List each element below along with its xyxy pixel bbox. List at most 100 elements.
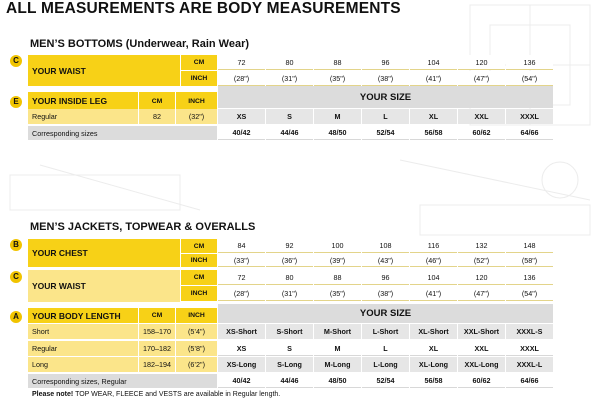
jackets-chest-inch-4: (46") [410,254,457,267]
jackets-chest-cm-4: 116 [410,239,457,253]
page-title: ALL MEASUREMENTS ARE BODY MEASUREMENTS [6,0,401,17]
jackets-length-row-2-size-3: L-Long [362,357,409,372]
jackets-chest-inch-2: (39") [314,254,361,267]
bottoms-waist-label: YOUR WAIST [28,55,180,86]
bottoms-size-2: M [314,109,361,124]
jackets-length-row-0-size-2: M-Short [314,324,361,339]
jackets-waist-inch-2: (35") [314,286,361,301]
bottoms-waist-inch-1: (31") [266,71,313,86]
jackets-length-row-0-size-3: L-Short [362,324,409,339]
jackets-length-row-1-size-5: XXL [458,341,505,356]
jackets-corresponding-label: Corresponding sizes, Regular [28,374,217,388]
bottoms-regular-cm: 82 [139,109,175,124]
bottoms-waist-inch-3: (38") [362,71,409,86]
jackets-chest-inch-3: (43") [362,254,409,267]
jackets-length-row-2-size-5: XXL-Long [458,357,505,372]
bottoms-waist-cm-2: 88 [314,55,361,70]
jackets-waist-label: YOUR WAIST [28,270,180,302]
bottoms-corresponding-4: 56/58 [410,126,457,140]
bottoms-corresponding-3: 52/54 [362,126,409,140]
jackets-waist-inch-6: (54") [506,286,553,301]
jackets-waist-inch-3: (38") [362,286,409,301]
jackets-section-title: MEN’S JACKETS, TOPWEAR & OVERALLS [30,221,256,233]
bottoms-inside-leg-inch-unit: INCH [176,92,217,110]
bottoms-corresponding-6: 64/66 [506,126,553,140]
jackets-chest-cm-1: 92 [266,239,313,253]
bottoms-waist-badge: C [10,55,22,67]
jackets-length-row-2-size-6: XXXL-L [506,357,553,372]
jackets-waist-cm-2: 88 [314,270,361,285]
bottoms-size-0: XS [218,109,265,124]
jackets-chest-cm-2: 100 [314,239,361,253]
jackets-body-length-inch-unit: INCH [176,308,217,323]
bottoms-waist-inch-0: (28") [218,71,265,86]
jackets-length-row-1-size-3: L [362,341,409,356]
jackets-length-row-0-size-1: S-Short [266,324,313,339]
bottoms-size-3: L [362,109,409,124]
bottoms-waist-cm-unit: CM [181,55,217,70]
jackets-waist-cm-1: 80 [266,270,313,285]
jackets-chest-inch-unit: INCH [181,254,217,267]
bottoms-waist-inch-unit: INCH [181,71,217,86]
jackets-length-row-2-size-1: S-Long [266,357,313,372]
bottoms-your-size-header: YOUR SIZE [218,86,553,108]
jackets-chest-cm-0: 84 [218,239,265,253]
jackets-your-size-header: YOUR SIZE [218,304,553,323]
jackets-corresponding-0: 40/42 [218,374,265,388]
jackets-waist-cm-unit: CM [181,270,217,285]
bottoms-size-6: XXXL [506,109,553,124]
jackets-length-row-2-size-2: M-Long [314,357,361,372]
bottoms-waist-cm-3: 96 [362,55,409,70]
jackets-length-row-1-size-2: M [314,341,361,356]
jackets-chest-label: YOUR CHEST [28,239,180,267]
jackets-length-row-0-cm: 158–170 [139,324,175,339]
jackets-chest-cm-3: 108 [362,239,409,253]
jackets-chest-inch-0: (33") [218,254,265,267]
jackets-length-row-1-label: Regular [28,341,138,356]
bottoms-size-5: XXL [458,109,505,124]
jackets-length-row-0-size-0: XS-Short [218,324,265,339]
bottoms-inside-leg-label: YOUR INSIDE LEG [28,92,138,110]
bottoms-waist-cm-6: 136 [506,55,553,70]
jackets-length-row-0-size-6: XXXL-S [506,324,553,339]
jackets-length-row-1-cm: 170–182 [139,341,175,356]
jackets-chest-badge: B [10,239,22,251]
jackets-length-row-2-inch: (6’2") [176,357,217,372]
footnote-prefix: Please note! [32,391,74,398]
bottoms-waist-cm-4: 104 [410,55,457,70]
jackets-length-row-2-size-0: XS-Long [218,357,265,372]
jackets-chest-cm-6: 148 [506,239,553,253]
jackets-waist-cm-3: 96 [362,270,409,285]
jackets-corresponding-4: 56/58 [410,374,457,388]
jackets-length-row-0-inch: (5’4") [176,324,217,339]
jackets-length-row-1-size-4: XL [410,341,457,356]
jackets-waist-cm-4: 104 [410,270,457,285]
bottoms-regular-inch: (32") [176,109,217,124]
jackets-chest-cm-5: 132 [458,239,505,253]
bottoms-waist-cm-1: 80 [266,55,313,70]
jackets-length-row-1-size-1: S [266,341,313,356]
jackets-chest-cm-unit: CM [181,239,217,253]
jackets-chest-inch-5: (52") [458,254,505,267]
bottoms-corresponding-label: Corresponding sizes [28,126,217,140]
jackets-length-row-1-inch: (5’8") [176,341,217,356]
jackets-corresponding-5: 60/62 [458,374,505,388]
bottoms-waist-inch-2: (35") [314,71,361,86]
bottoms-inside-leg-badge: E [10,96,22,108]
jackets-length-row-1-size-0: XS [218,341,265,356]
jackets-waist-inch-1: (31") [266,286,313,301]
bottoms-corresponding-0: 40/42 [218,126,265,140]
jackets-corresponding-2: 48/50 [314,374,361,388]
bottoms-corresponding-2: 48/50 [314,126,361,140]
jackets-chest-inch-6: (58") [506,254,553,267]
bottoms-section-title: MEN’S BOTTOMS (Underwear, Rain Wear) [30,38,250,50]
jackets-length-row-2-size-4: XL-Long [410,357,457,372]
bottoms-size-1: S [266,109,313,124]
jackets-body-length-label: YOUR BODY LENGTH [28,308,138,323]
footnote: Please note! TOP WEAR, FLEECE and VESTS … [32,391,280,398]
jackets-waist-inch-5: (47") [458,286,505,301]
bottoms-corresponding-1: 44/46 [266,126,313,140]
jackets-waist-inch-unit: INCH [181,286,217,301]
jackets-waist-cm-0: 72 [218,270,265,285]
